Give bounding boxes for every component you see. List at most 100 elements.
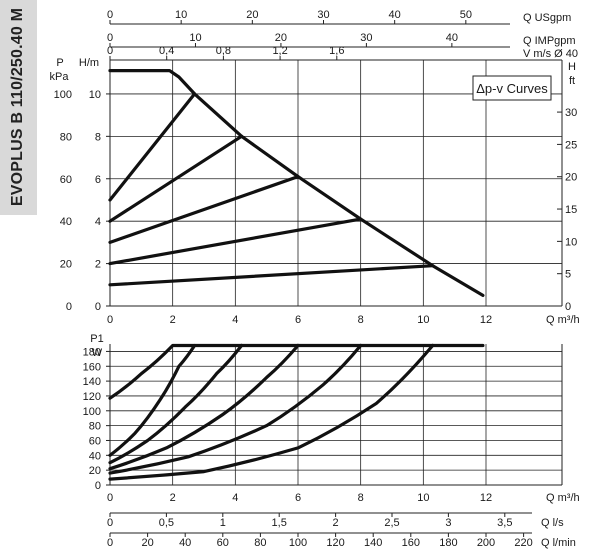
bottom-chart-y-tick-label: 20 bbox=[89, 465, 101, 477]
bottom-chart-x-axis-label: Q m³/h bbox=[546, 492, 580, 504]
top-chart-y-tick-label-ft: 5 bbox=[565, 269, 571, 281]
bottom-chart-y-tick-label: 60 bbox=[89, 435, 101, 447]
bottom-secondary-axis-tick-label: 200 bbox=[477, 537, 495, 549]
top-chart-y-tick-label-kpa: 40 bbox=[60, 216, 72, 228]
top-secondary-axis-tick-label: 30 bbox=[360, 32, 372, 44]
top-chart-dpv-curve bbox=[108, 175, 300, 244]
top-chart-y-tick-label-m: 8 bbox=[95, 131, 101, 143]
bottom-secondary-axis-tick-label: 80 bbox=[254, 537, 266, 549]
bottom-chart-axis-labels: 0 2 4 6 8 10 12 Q m³/h020406080100120140160180P… bbox=[83, 333, 580, 549]
bottom-chart-power-curve bbox=[108, 343, 244, 465]
bottom-secondary-axis-tick-label: 0 bbox=[107, 517, 113, 529]
top-secondary-axis-tick-label: 30 bbox=[317, 9, 329, 21]
top-chart-y-tick-label-kpa: 60 bbox=[60, 174, 72, 186]
bottom-chart-y-tick-label: 40 bbox=[89, 450, 101, 462]
top-chart-grid bbox=[110, 60, 562, 306]
bottom-secondary-axis-tick-label: 1 bbox=[220, 517, 226, 529]
bottom-chart-x-tick-label: 10 bbox=[417, 492, 429, 504]
top-secondary-axis-tick-label: 20 bbox=[246, 9, 258, 21]
bottom-chart-grid bbox=[110, 344, 562, 485]
top-chart-x-tick-label: 0 bbox=[107, 314, 113, 326]
top-chart-y-label-ft: ft bbox=[569, 75, 575, 87]
bottom-chart-power-curve bbox=[108, 343, 435, 481]
top-secondary-axis-tick-label: 0 bbox=[107, 9, 113, 21]
bottom-chart-x-tick-label: 2 bbox=[170, 492, 176, 504]
top-chart-y-tick-label-kpa: 100 bbox=[54, 89, 72, 101]
top-secondary-axis-tick-label: 40 bbox=[446, 32, 458, 44]
bottom-secondary-axis-tick-label: 120 bbox=[326, 537, 344, 549]
bottom-chart-y-tick-label: 100 bbox=[83, 406, 101, 418]
bottom-secondary-axis-tick-label: 0 bbox=[107, 537, 113, 549]
top-chart-y-tick-label-kpa: 20 bbox=[60, 259, 72, 271]
top-secondary-axis-tick-label: 10 bbox=[189, 32, 201, 44]
top-chart-dpv-curve bbox=[108, 134, 244, 223]
top-chart-y-tick-label-ft: 10 bbox=[565, 236, 577, 248]
top-chart-x-tick-label: 12 bbox=[480, 314, 492, 326]
top-chart-y-label-hm: H/m bbox=[79, 57, 99, 69]
top-chart-dpv-curve bbox=[108, 264, 435, 287]
top-secondary-axis-tick-label: 0,4 bbox=[159, 45, 174, 57]
bottom-chart-y-tick-label: 160 bbox=[83, 361, 101, 373]
bottom-secondary-axis-tick-label: 220 bbox=[514, 537, 532, 549]
top-chart-y-tick-label-ft: 25 bbox=[565, 139, 577, 151]
top-secondary-axis-tick-label: 1,6 bbox=[329, 45, 344, 57]
bottom-secondary-axis-tick-label: 2,5 bbox=[384, 517, 399, 529]
top-chart-y-tick-label-m: 0 bbox=[95, 301, 101, 313]
top-chart-dpv-curve bbox=[108, 92, 197, 202]
top-secondary-axis-label: Q USgpm bbox=[523, 12, 571, 24]
bottom-chart-max-power-curve bbox=[108, 343, 485, 400]
bottom-chart-curves bbox=[108, 343, 485, 481]
bottom-chart-power-curve bbox=[108, 343, 300, 471]
top-secondary-axis-tick-label: 40 bbox=[389, 9, 401, 21]
top-chart-x-tick-label: 8 bbox=[358, 314, 364, 326]
curves-legend-box: Δp-v Curves bbox=[472, 75, 552, 101]
bottom-secondary-axis-label: Q l/min bbox=[541, 537, 576, 549]
top-chart-x-tick-label: 4 bbox=[232, 314, 238, 326]
bottom-secondary-axis-tick-label: 160 bbox=[402, 537, 420, 549]
bottom-secondary-axis-label: Q l/s bbox=[541, 517, 564, 529]
bottom-secondary-axis-tick-label: 40 bbox=[179, 537, 191, 549]
bottom-chart-y-tick-label: 0 bbox=[95, 480, 101, 492]
top-secondary-axis-label: Q IMPgpm bbox=[523, 35, 576, 47]
top-chart-y-tick-label-ft: 20 bbox=[565, 172, 577, 184]
top-chart-y-label-kpa: kPa bbox=[50, 71, 70, 83]
bottom-chart-x-tick-label: 12 bbox=[480, 492, 492, 504]
bottom-chart-power-curve bbox=[108, 343, 197, 457]
bottom-chart-power-curve bbox=[108, 343, 363, 475]
top-secondary-axis-tick-label: 10 bbox=[175, 9, 187, 21]
bottom-chart-x-tick-label: 8 bbox=[358, 492, 364, 504]
top-chart-y-label-h: H bbox=[568, 61, 576, 73]
top-secondary-axis-tick-label: 1,2 bbox=[272, 45, 287, 57]
bottom-chart-y-tick-label: 120 bbox=[83, 391, 101, 403]
top-chart-dpv-curve bbox=[108, 217, 363, 266]
top-chart-y-tick-label-kpa: 80 bbox=[60, 131, 72, 143]
top-chart-y-tick-label-ft: 0 bbox=[565, 301, 571, 313]
top-chart-y-tick-label-ft: 15 bbox=[565, 204, 577, 216]
bottom-secondary-axis-tick-label: 3,5 bbox=[497, 517, 512, 529]
top-chart-x-axis-label: Q m³/h bbox=[546, 314, 580, 326]
bottom-chart-x-tick-label: 0 bbox=[107, 492, 113, 504]
bottom-secondary-axis-tick-label: 3 bbox=[445, 517, 451, 529]
bottom-secondary-axis-tick-label: 20 bbox=[141, 537, 153, 549]
top-secondary-axis-tick-label: 20 bbox=[275, 32, 287, 44]
top-secondary-axis-tick-label: 50 bbox=[460, 9, 472, 21]
top-chart-y-tick-label-kpa: 0 bbox=[66, 301, 72, 313]
top-chart-y-tick-label-m: 6 bbox=[95, 174, 101, 186]
top-chart-max-curve bbox=[108, 69, 485, 297]
side-title-tab: EVOPLUS B 110/250.40 M bbox=[0, 0, 37, 215]
top-chart-x-tick-label: 10 bbox=[417, 314, 429, 326]
bottom-chart-y-tick-label: 140 bbox=[83, 376, 101, 388]
top-chart-y-tick-label-ft: 30 bbox=[565, 107, 577, 119]
bottom-secondary-axis-tick-label: 1,5 bbox=[272, 517, 287, 529]
bottom-secondary-axis-tick-label: 180 bbox=[439, 537, 457, 549]
bottom-secondary-axis-tick-label: 140 bbox=[364, 537, 382, 549]
top-chart-x-tick-label: 2 bbox=[170, 314, 176, 326]
top-chart-y-tick-label-m: 10 bbox=[89, 89, 101, 101]
top-secondary-axis-label: V m/s Ø 40 bbox=[523, 48, 578, 60]
top-chart-y-tick-label-m: 2 bbox=[95, 259, 101, 271]
bottom-chart-y-tick-label: 180 bbox=[83, 346, 101, 358]
bottom-chart-y-tick-label: 80 bbox=[89, 421, 101, 433]
bottom-secondary-axis-tick-label: 100 bbox=[289, 537, 307, 549]
curves-legend-text: Δp-v Curves bbox=[476, 81, 548, 96]
